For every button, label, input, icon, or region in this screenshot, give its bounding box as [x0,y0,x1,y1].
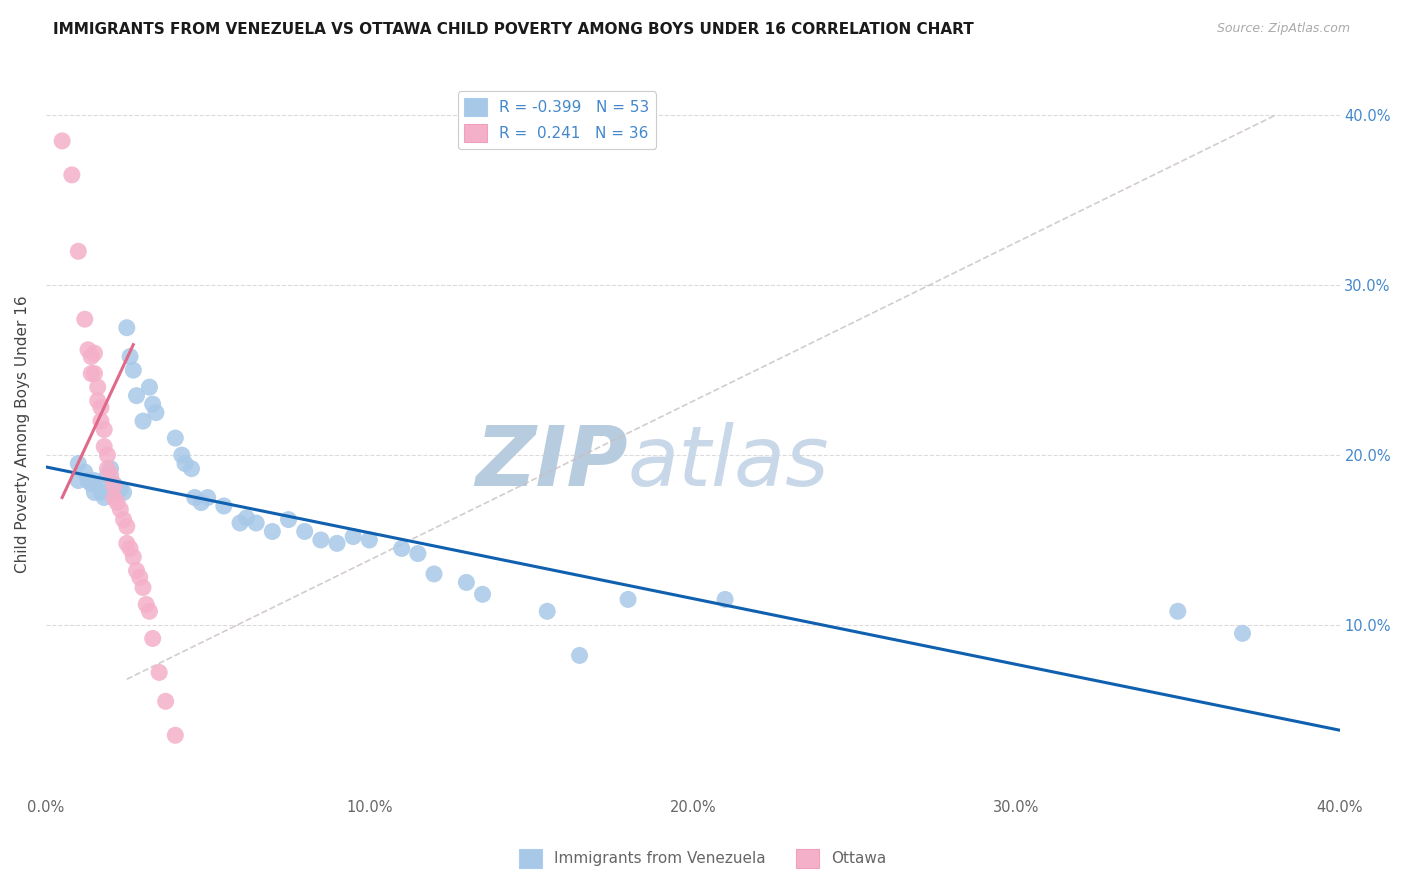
Point [110,482,132,496]
Point [245,516,267,530]
Point [118,350,141,364]
Point [83,474,105,488]
Point [138,604,160,618]
Point [125,389,148,403]
Point [135,598,157,612]
Point [1232,626,1254,640]
Point [105,485,128,500]
Point [96,468,118,483]
Point [262,524,284,539]
Point [83,346,105,360]
Point [115,320,138,334]
Point [132,414,155,428]
Text: atlas: atlas [628,422,830,503]
Point [105,495,128,509]
Point [67,474,90,488]
Point [93,423,115,437]
Point [51,134,73,148]
Point [86,478,108,492]
Point [148,665,170,680]
Point [229,516,252,530]
Point [174,457,197,471]
Point [73,465,96,479]
Text: IMMIGRANTS FROM VENEZUELA VS OTTAWA CHILD POVERTY AMONG BOYS UNDER 16 CORRELATIO: IMMIGRANTS FROM VENEZUELA VS OTTAWA CHIL… [53,22,974,37]
Point [471,587,494,601]
Point [100,461,122,475]
Point [180,461,202,475]
Point [112,513,135,527]
Point [391,541,413,556]
Point [118,541,141,556]
Point [423,566,446,581]
Point [235,511,257,525]
Point [1167,604,1189,618]
Point [183,491,205,505]
Point [80,477,103,491]
Point [122,549,145,564]
Point [110,502,132,516]
Point [277,513,299,527]
Point [138,380,160,394]
Point [100,468,122,483]
Point [103,477,125,491]
Point [80,350,103,364]
Legend: Immigrants from Venezuela, Ottawa: Immigrants from Venezuela, Ottawa [513,843,893,873]
Point [142,397,165,411]
Point [93,440,115,454]
Point [80,367,103,381]
Point [67,244,90,259]
Point [536,604,558,618]
Point [617,592,640,607]
Point [86,393,108,408]
Point [90,485,112,500]
Point [406,547,429,561]
Point [212,499,235,513]
Point [165,431,187,445]
Text: Source: ZipAtlas.com: Source: ZipAtlas.com [1216,22,1350,36]
Point [83,485,105,500]
Point [77,343,100,357]
Point [145,406,167,420]
Point [326,536,349,550]
Point [122,363,145,377]
Point [132,581,155,595]
Point [294,524,316,539]
Legend: R = -0.399   N = 53, R =  0.241   N = 36: R = -0.399 N = 53, R = 0.241 N = 36 [458,92,655,149]
Point [568,648,591,663]
Point [197,491,219,505]
Point [96,461,118,475]
Point [125,564,148,578]
Point [170,448,193,462]
Point [128,570,150,584]
Point [90,401,112,415]
Text: ZIP: ZIP [475,422,628,503]
Point [155,694,177,708]
Point [67,457,90,471]
Point [309,533,332,547]
Point [73,312,96,326]
Point [103,491,125,505]
Point [112,485,135,500]
Point [96,448,118,462]
Point [359,533,381,547]
Point [90,414,112,428]
Point [93,491,115,505]
Point [115,519,138,533]
Point [77,474,100,488]
Y-axis label: Child Poverty Among Boys Under 16: Child Poverty Among Boys Under 16 [15,295,30,573]
Point [115,536,138,550]
Point [142,632,165,646]
Point [83,367,105,381]
Point [103,478,125,492]
Point [86,380,108,394]
Point [342,530,364,544]
Point [165,728,187,742]
Point [456,575,478,590]
Point [60,168,83,182]
Point [190,495,212,509]
Point [714,592,737,607]
